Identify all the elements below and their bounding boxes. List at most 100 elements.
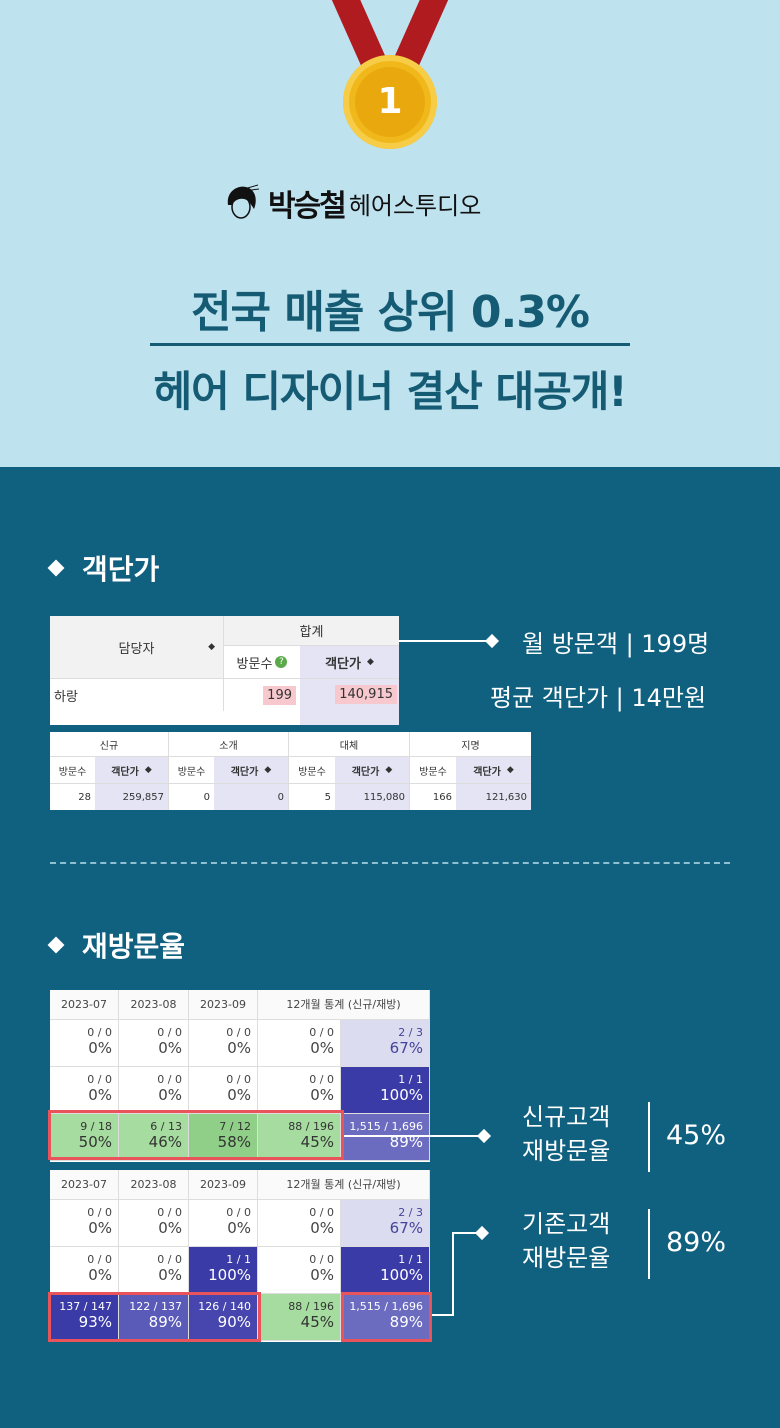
retention-cell: 88 / 196 45%: [258, 1294, 341, 1341]
percent-text: 0%: [158, 1086, 182, 1104]
ratio-text: 0 / 0: [157, 1073, 182, 1086]
column-header: 2023-07: [50, 1170, 119, 1200]
brand-name: 헤어스투디오: [348, 191, 482, 220]
ratio-text: 126 / 140: [198, 1300, 251, 1313]
cell-value: 115,080: [363, 791, 405, 803]
ratio-text: 0 / 0: [309, 1073, 334, 1086]
ratio-text: 0 / 0: [309, 1206, 334, 1219]
value-price: 0: [214, 784, 289, 810]
help-icon: ?: [275, 656, 288, 668]
gold-medal-icon: 1: [343, 55, 437, 149]
column-header: 12개월 통계 (신규/재방): [258, 1170, 430, 1200]
retention-cell: 0 / 0 0%: [119, 1067, 189, 1114]
callout-line: [452, 1232, 454, 1316]
value-price: 259,857: [95, 784, 169, 810]
section-title-avg-price: 객단가: [47, 548, 160, 588]
header-total: 합계: [224, 616, 399, 646]
group-referral: 소개: [169, 732, 289, 757]
header-manager-label: 담당자: [118, 641, 155, 657]
percent-text: 89%: [389, 1133, 423, 1151]
cell-value: 28: [78, 791, 91, 803]
separator: [648, 1102, 650, 1172]
header-visits-label: 방문수: [236, 656, 273, 672]
sub-price[interactable]: 객단가 ◆: [335, 757, 410, 784]
visits-value: 199: [263, 685, 296, 705]
sub-visits[interactable]: 방문수: [410, 757, 456, 784]
retention-cell: 6 / 13 46%: [119, 1114, 189, 1161]
sort-icon: ◆: [385, 765, 393, 775]
percent-text: 100%: [380, 1266, 423, 1284]
percent-text: 0%: [310, 1266, 334, 1284]
brand-face-icon: [227, 184, 260, 219]
percent-text: 0%: [158, 1266, 182, 1284]
sub-label: 객단가: [351, 766, 380, 778]
ratio-text: 2 / 3: [398, 1206, 423, 1219]
cell-value: 0: [277, 791, 284, 803]
group-label: 신규: [99, 740, 119, 752]
percent-text: 0%: [88, 1086, 112, 1104]
percent-text: 0%: [310, 1086, 334, 1104]
group-label: 대체: [339, 740, 359, 752]
column-header: 2023-08: [119, 1170, 189, 1200]
retention-cell: 0 / 0 0%: [50, 1020, 119, 1067]
ratio-text: 1 / 1: [398, 1253, 423, 1266]
sort-icon: ◆: [366, 657, 374, 667]
percent-text: 0%: [310, 1039, 334, 1057]
sub-price[interactable]: 객단가 ◆: [214, 757, 289, 784]
percent-text: 67%: [389, 1039, 423, 1057]
ratio-text: 0 / 0: [157, 1026, 182, 1039]
ratio-text: 1,515 / 1,696: [349, 1300, 423, 1313]
sub-visits[interactable]: 방문수: [169, 757, 214, 784]
section-title-text: 객단가: [82, 553, 160, 586]
avg-price-detail-table: 신규 소개 대체 지명 방문수 객단가 ◆ 방문수 객단가 ◆ 방문수 객단가 ◆ 방…: [50, 732, 531, 810]
ratio-text: 7 / 12: [219, 1120, 251, 1133]
header-visits[interactable]: 방문수 ?: [224, 646, 300, 679]
percent-text: 0%: [88, 1039, 112, 1057]
retention-cell: 0 / 0 0%: [258, 1020, 341, 1067]
ratio-text: 9 / 18: [80, 1120, 112, 1133]
column-header: 2023-09: [189, 990, 258, 1020]
sub-visits[interactable]: 방문수: [50, 757, 95, 784]
ratio-text: 0 / 0: [87, 1073, 112, 1086]
price-value: 140,915: [335, 685, 397, 704]
column-header: 12개월 통계 (신규/재방): [258, 990, 430, 1020]
retention-cell: 0 / 0 0%: [258, 1200, 341, 1247]
section-divider: [50, 862, 730, 864]
retention-cell: 0 / 0 0%: [50, 1067, 119, 1114]
value-visits: 0: [169, 784, 214, 810]
label-line: 재방문율: [522, 1137, 611, 1165]
percent-text: 46%: [148, 1133, 182, 1151]
retention-cell: 2 / 3 67%: [341, 1020, 430, 1067]
percent-text: 100%: [208, 1266, 251, 1284]
retention-cell: 0 / 0 0%: [119, 1247, 189, 1294]
section-title-retention: 재방문율: [47, 925, 185, 965]
percent-text: 0%: [227, 1086, 251, 1104]
header-manager[interactable]: 담당자 ◆: [50, 616, 224, 679]
callout-dot-icon: [474, 1225, 490, 1241]
sub-visits[interactable]: 방문수: [289, 757, 335, 784]
retention-cell: 0 / 0 0%: [258, 1247, 341, 1294]
retention-cell: 2 / 3 67%: [341, 1200, 430, 1247]
cell-value: 259,857: [122, 791, 164, 803]
ratio-text: 0 / 0: [157, 1206, 182, 1219]
label-line: 신규고객: [522, 1103, 611, 1131]
header-price-label: 객단가: [325, 656, 361, 672]
percent-text: 67%: [389, 1219, 423, 1237]
sub-price[interactable]: 객단가 ◆: [95, 757, 169, 784]
header-price[interactable]: 객단가 ◆: [300, 646, 399, 679]
ratio-text: 88 / 196: [288, 1120, 334, 1133]
retention-cell: 1,515 / 1,696 89%: [341, 1114, 430, 1161]
ratio-text: 88 / 196: [288, 1300, 334, 1313]
label-line: 기존고객: [522, 1210, 611, 1238]
sub-label: 방문수: [419, 766, 447, 778]
header-total-label: 합계: [299, 625, 324, 640]
sub-price[interactable]: 객단가 ◆: [456, 757, 531, 784]
retention-cell: 1 / 1 100%: [189, 1247, 258, 1294]
row-manager-name: 하랑: [50, 679, 224, 711]
highlight-new-retention: [48, 1110, 344, 1160]
sub-label: 객단가: [473, 766, 501, 778]
group-new: 신규: [50, 732, 169, 757]
ratio-text: 0 / 0: [157, 1253, 182, 1266]
callout-dot-icon: [484, 633, 500, 649]
ratio-text: 0 / 0: [309, 1253, 334, 1266]
